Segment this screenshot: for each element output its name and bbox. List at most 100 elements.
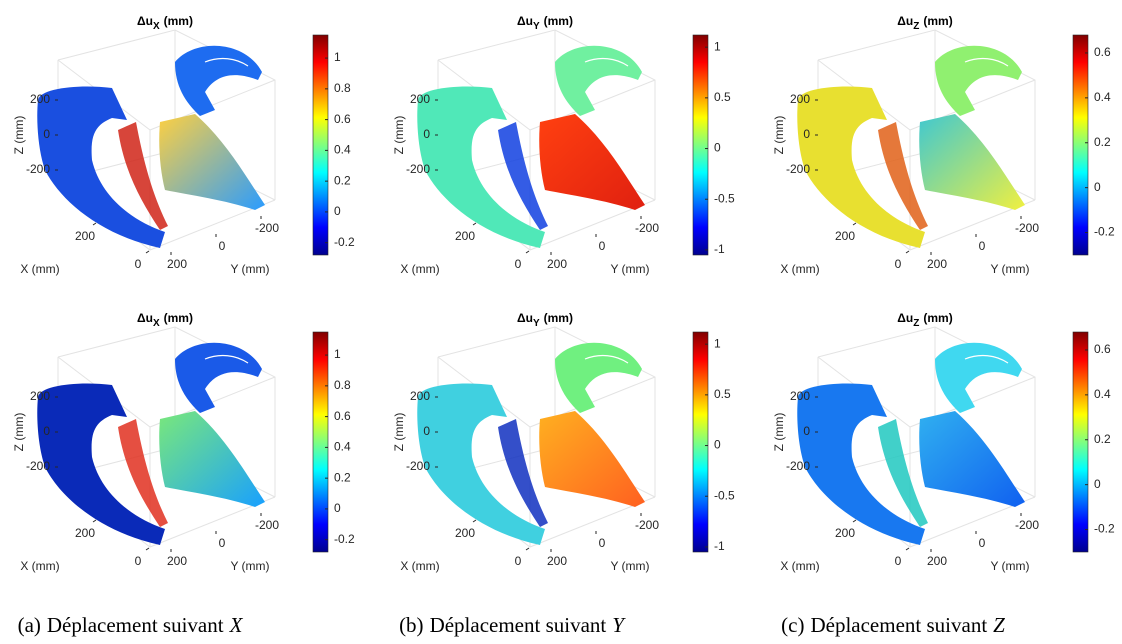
- surface-highlight: [964, 57, 1009, 67]
- colorbar-tick-label: 1: [714, 336, 721, 350]
- title-sub: Y: [533, 21, 540, 32]
- x-tick-label: 0: [135, 554, 142, 568]
- caption-label: (b): [399, 613, 424, 637]
- surface-patch: [159, 411, 265, 507]
- colorbar-tick-label: 0.6: [1094, 342, 1111, 356]
- colorbar-tick-label: -1: [714, 539, 725, 553]
- title-unit: (mm): [544, 311, 573, 325]
- z-tick-label: 0: [803, 127, 810, 141]
- colorbar-tick-label: 0.4: [334, 440, 351, 454]
- colorbar-tick-label: 0.2: [1094, 432, 1111, 446]
- caption-var: X: [229, 613, 244, 637]
- x-tick: [472, 519, 477, 523]
- colorbar-tick-label: 0.5: [714, 90, 731, 104]
- colorbar-tick-label: -0.5: [714, 191, 735, 205]
- colorbar: [692, 34, 709, 256]
- surface-patch: [919, 411, 1025, 507]
- caption-var: Y: [612, 613, 626, 637]
- colorbar-tick-label: 1: [334, 347, 341, 361]
- x-axis-label: X (mm): [400, 559, 439, 573]
- x-tick: [905, 250, 910, 254]
- title-unit: (mm): [164, 14, 193, 28]
- x-axis-label: X (mm): [780, 559, 819, 573]
- x-tick-label: 200: [835, 526, 855, 540]
- y-axis-label: Y (mm): [990, 262, 1029, 276]
- surface-patch: [159, 114, 265, 210]
- plot-title: ΔuZ (mm): [897, 311, 952, 328]
- x-tick: [92, 519, 97, 523]
- title-symbol: Δu: [517, 311, 533, 325]
- z-axis-label: Z (mm): [772, 116, 786, 155]
- colorbar-tick-label: 0.6: [334, 409, 351, 423]
- x-axis-label: X (mm): [20, 559, 59, 573]
- colorbar-tick-label: 0: [714, 141, 721, 155]
- z-tick-label: 200: [30, 389, 50, 403]
- x-axis-label: X (mm): [400, 262, 439, 276]
- title-sub: Z: [913, 21, 919, 32]
- z-tick-label: -200: [406, 162, 430, 176]
- colorbar-tick-label: 0.8: [334, 81, 351, 95]
- colorbar: [1072, 34, 1089, 256]
- caption-label: (a): [18, 613, 41, 637]
- title-unit: (mm): [923, 311, 952, 325]
- surface-top: [935, 342, 1022, 413]
- x-tick: [852, 519, 857, 523]
- x-tick: [145, 250, 150, 254]
- surface-stripe: [118, 122, 168, 230]
- caption-text: Déplacement suivant: [810, 613, 987, 637]
- surface-highlight: [584, 354, 629, 364]
- z-tick-label: -200: [406, 459, 430, 473]
- surface-patch: [539, 114, 645, 210]
- surface-stripe: [878, 419, 928, 527]
- z-tick-label: 200: [790, 92, 810, 106]
- colorbar-tick-label: 1: [714, 39, 721, 53]
- surface-top: [175, 342, 262, 413]
- x-tick: [145, 547, 150, 551]
- z-tick-label: 0: [423, 424, 430, 438]
- colorbar-tick-label: 0.6: [334, 112, 351, 126]
- x-tick-label: 0: [515, 257, 522, 271]
- surface-highlight: [204, 57, 249, 67]
- y-tick-label: -200: [1015, 518, 1039, 532]
- title-sub: Y: [533, 318, 540, 329]
- x-tick-label: 200: [835, 229, 855, 243]
- x-tick: [852, 222, 857, 226]
- z-axis-label: Z (mm): [12, 413, 26, 452]
- z-tick-label: -200: [26, 162, 50, 176]
- z-tick-label: 200: [410, 389, 430, 403]
- y-tick-label: -200: [255, 221, 279, 235]
- colorbar-tick-label: 0.6: [1094, 45, 1111, 59]
- colorbar: [692, 331, 709, 553]
- title-symbol: Δu: [897, 14, 913, 28]
- colorbar-tick-label: 0: [334, 501, 341, 515]
- caption-text: Déplacement suivant: [47, 613, 224, 637]
- colorbar-tick-label: -0.5: [714, 488, 735, 502]
- caption: (a) Déplacement suivant X: [18, 613, 244, 637]
- colorbar: [1072, 331, 1089, 553]
- surface-stripe: [498, 122, 548, 230]
- colorbar-tick-label: 0: [1094, 180, 1101, 194]
- x-tick-label: 200: [455, 229, 475, 243]
- y-tick-label: 200: [167, 257, 187, 271]
- surface-top: [555, 342, 642, 413]
- surface-stripe: [118, 419, 168, 527]
- x-axis-label: X (mm): [20, 262, 59, 276]
- z-tick-label: 0: [43, 424, 50, 438]
- colorbar-tick-label: 1: [334, 50, 341, 64]
- x-tick: [905, 547, 910, 551]
- y-tick-label: 200: [547, 257, 567, 271]
- surface-highlight: [584, 57, 629, 67]
- z-tick-label: 200: [790, 389, 810, 403]
- colorbar-tick-label: -1: [714, 242, 725, 256]
- y-tick-label: 0: [599, 536, 606, 550]
- x-tick-label: 0: [895, 257, 902, 271]
- x-tick: [92, 222, 97, 226]
- colorbar-tick-label: 0: [1094, 477, 1101, 491]
- caption-text: Déplacement suivant: [430, 613, 607, 637]
- colorbar-tick-label: -0.2: [334, 532, 355, 546]
- title-symbol: Δu: [897, 311, 913, 325]
